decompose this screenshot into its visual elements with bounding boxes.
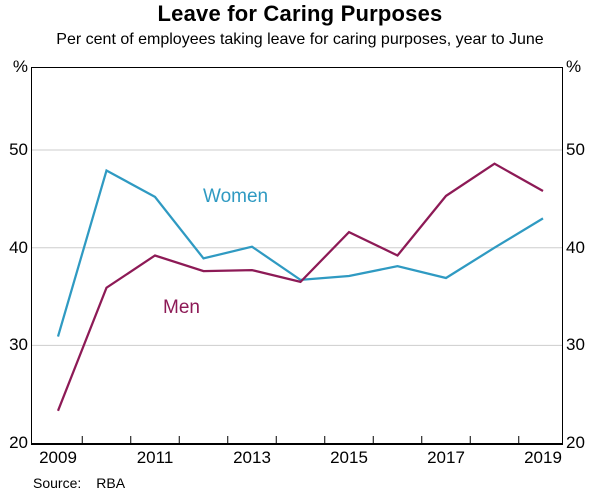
y-axis-unit-left: % bbox=[12, 57, 28, 76]
source-value: RBA bbox=[96, 475, 126, 491]
x-axis-label: 2017 bbox=[427, 448, 465, 467]
y-axis-label: 40 bbox=[566, 238, 585, 257]
x-axis-label: 2015 bbox=[330, 448, 368, 467]
x-axis-label: 2013 bbox=[233, 448, 271, 467]
y-axis-unit-right: % bbox=[566, 57, 582, 76]
x-axis-label: 2009 bbox=[39, 448, 77, 467]
source-note: Source: RBA bbox=[33, 474, 125, 492]
line-chart-canvas bbox=[32, 149, 562, 443]
y-axis-label: 50 bbox=[566, 140, 585, 159]
y-axis-label: 30 bbox=[566, 335, 585, 354]
y-axis-label: 20 bbox=[9, 433, 28, 452]
plot-area bbox=[31, 67, 563, 445]
series-label-women: Women bbox=[203, 186, 269, 207]
series-line-men bbox=[56, 162, 544, 412]
y-axis-label: 40 bbox=[9, 238, 28, 257]
y-axis-label: 30 bbox=[9, 335, 28, 354]
series-line-women bbox=[56, 168, 544, 337]
y-axis-label: 20 bbox=[566, 433, 585, 452]
source-label: Source: bbox=[33, 475, 82, 491]
x-axis-label: 2011 bbox=[136, 448, 174, 467]
chart-subtitle: Per cent of employees taking leave for c… bbox=[56, 31, 544, 48]
series-label-men: Men bbox=[163, 297, 200, 318]
x-axis-label: 2019 bbox=[524, 448, 562, 467]
chart-title: Leave for Caring Purposes bbox=[157, 1, 443, 26]
y-axis-label: 50 bbox=[9, 140, 28, 159]
